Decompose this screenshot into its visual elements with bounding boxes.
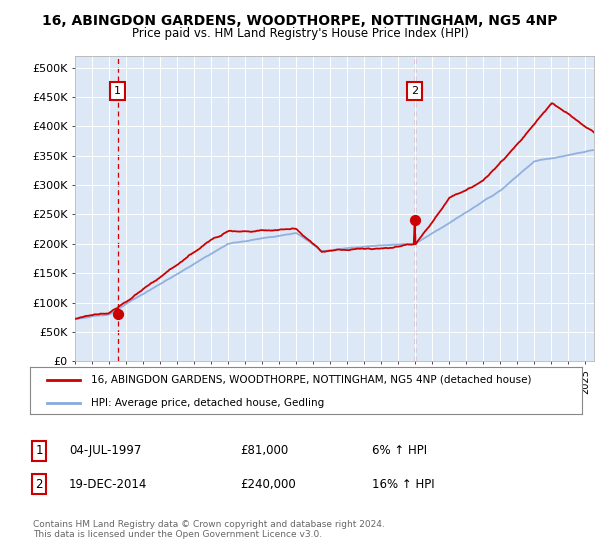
Text: £240,000: £240,000 bbox=[240, 478, 296, 491]
Text: 19-DEC-2014: 19-DEC-2014 bbox=[69, 478, 148, 491]
Text: Price paid vs. HM Land Registry's House Price Index (HPI): Price paid vs. HM Land Registry's House … bbox=[131, 27, 469, 40]
Text: 6% ↑ HPI: 6% ↑ HPI bbox=[372, 444, 427, 458]
Text: 16, ABINGDON GARDENS, WOODTHORPE, NOTTINGHAM, NG5 4NP (detached house): 16, ABINGDON GARDENS, WOODTHORPE, NOTTIN… bbox=[91, 375, 531, 385]
Point bbox=[113, 309, 122, 318]
Text: HPI: Average price, detached house, Gedling: HPI: Average price, detached house, Gedl… bbox=[91, 398, 324, 408]
Text: 1: 1 bbox=[35, 444, 43, 458]
Text: Contains HM Land Registry data © Crown copyright and database right 2024.
This d: Contains HM Land Registry data © Crown c… bbox=[33, 520, 385, 539]
Text: 1: 1 bbox=[114, 86, 121, 96]
Text: 16% ↑ HPI: 16% ↑ HPI bbox=[372, 478, 434, 491]
Point bbox=[410, 216, 419, 225]
Text: 2: 2 bbox=[35, 478, 43, 491]
Text: 04-JUL-1997: 04-JUL-1997 bbox=[69, 444, 142, 458]
Text: 16, ABINGDON GARDENS, WOODTHORPE, NOTTINGHAM, NG5 4NP: 16, ABINGDON GARDENS, WOODTHORPE, NOTTIN… bbox=[42, 14, 558, 28]
Text: £81,000: £81,000 bbox=[240, 444, 288, 458]
Text: 2: 2 bbox=[411, 86, 418, 96]
